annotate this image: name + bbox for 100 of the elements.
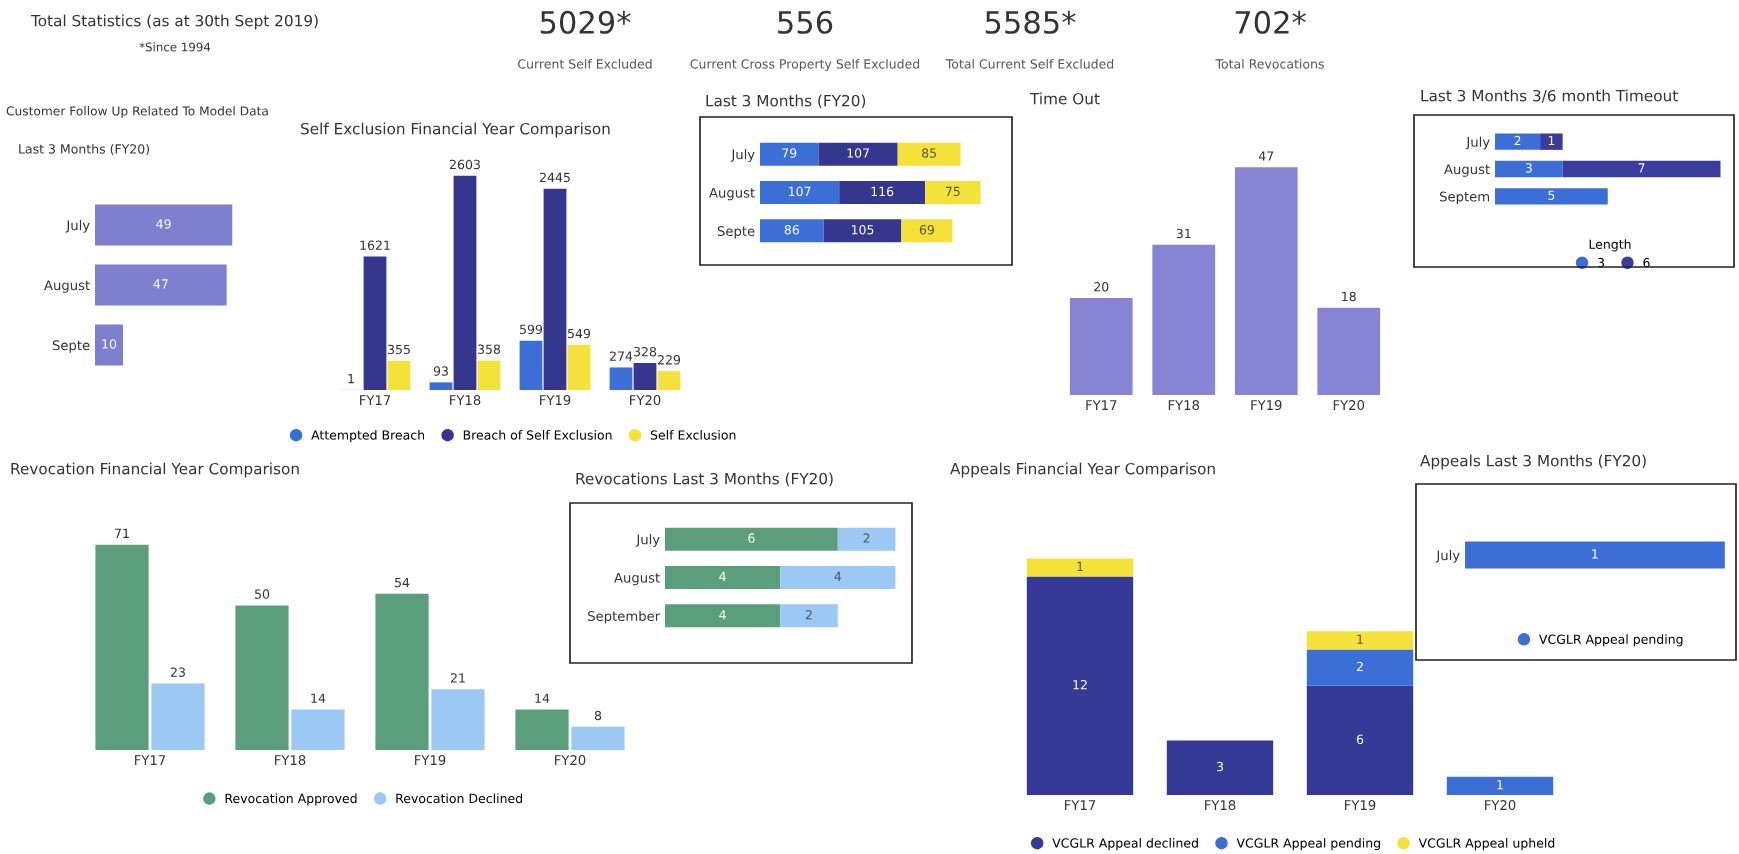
bar <box>657 371 681 390</box>
y-tick-label: September <box>588 610 661 624</box>
bar <box>151 683 205 750</box>
data-label: 3 <box>1525 163 1532 173</box>
data-label: 85 <box>922 148 936 158</box>
legend-label: 6 <box>1643 257 1650 268</box>
x-tick-label: FY19 <box>540 395 571 406</box>
legend-label: VCGLR Appeal pending <box>1539 634 1683 647</box>
data-label: 4 <box>719 610 726 620</box>
y-tick-label: August <box>614 572 660 586</box>
data-label: 2 <box>805 610 812 620</box>
x-tick-label: FY17 <box>1065 800 1096 810</box>
chart-title: Customer Follow Up Related To Model Data <box>6 106 268 118</box>
x-tick-label: FY17 <box>135 755 166 765</box>
category-label: Current Self Excluded <box>518 58 652 69</box>
chart-title: Appeals Last 3 Months (FY20) <box>1420 454 1646 470</box>
y-tick-label: July <box>65 219 90 233</box>
y-tick-label: July <box>730 149 755 162</box>
data-label: 7 <box>1638 163 1645 173</box>
x-tick-label: FY18 <box>1168 400 1200 411</box>
bar <box>1026 558 1134 577</box>
bar <box>1069 298 1133 395</box>
x-tick-label: FY18 <box>450 395 481 406</box>
bar <box>387 360 411 390</box>
data-label: 2 <box>863 533 870 543</box>
y-tick-label: August <box>1444 164 1490 177</box>
x-tick-label: FY18 <box>275 755 306 766</box>
bar <box>818 142 898 166</box>
data-label: 50 <box>255 589 270 599</box>
data-label: 2 <box>1514 135 1521 146</box>
data-label: 1 <box>1548 136 1555 146</box>
chart-title: Revocations Last 3 Months (FY20) <box>576 472 833 487</box>
legend-label: Attempted Breach <box>311 430 425 443</box>
data-label: 274 <box>609 351 633 361</box>
bar <box>901 219 953 243</box>
data-label: 6 <box>1356 734 1364 745</box>
data-label: 23 <box>170 667 185 677</box>
chart-title: Time Out <box>1029 92 1100 105</box>
data-label: 14 <box>535 693 550 703</box>
data-label: 358 <box>478 344 501 354</box>
data-label: 3 <box>1216 761 1223 772</box>
data-label: 5 <box>1548 190 1555 200</box>
chart-title: Last 3 Months 3/6 month Timeout <box>1421 89 1678 103</box>
bar <box>1317 307 1381 395</box>
chart-title: Last 3 Months (FY20) <box>706 94 866 109</box>
bar <box>1166 740 1274 795</box>
bar <box>431 689 485 750</box>
data-label: 31 <box>1176 228 1191 239</box>
x-tick-label: FY20 <box>1333 400 1365 411</box>
bar <box>823 219 902 243</box>
bar <box>1306 649 1414 686</box>
x-tick-label: FY19 <box>1251 400 1282 411</box>
bar <box>95 544 149 750</box>
bar <box>760 181 840 204</box>
bar <box>1495 160 1563 178</box>
bar <box>897 142 961 166</box>
x-tick-label: FY19 <box>1345 800 1376 811</box>
data-label: 328 <box>634 346 657 357</box>
bar <box>363 256 387 390</box>
bar <box>609 367 633 390</box>
data-label: 4 <box>834 571 842 581</box>
bar <box>760 142 819 166</box>
x-tick-label: FY20 <box>630 395 661 406</box>
data-label: 355 <box>388 344 410 355</box>
legend-label: Self Exclusion <box>650 430 736 440</box>
bar <box>291 709 345 750</box>
legend-label: VCGLR Appeal upheld <box>1418 838 1555 851</box>
category-label: Total Current Self Excluded <box>945 58 1114 69</box>
bar <box>1152 244 1216 395</box>
data-label: 47 <box>153 279 168 289</box>
data-label: 2445 <box>540 172 570 183</box>
text: 5585* <box>985 10 1076 34</box>
data-label: 1621 <box>360 240 390 250</box>
data-label: 2603 <box>450 159 480 170</box>
x-tick-label: FY18 <box>1205 800 1236 811</box>
legend-title: Length <box>1589 239 1631 252</box>
data-label: 4 <box>719 571 726 581</box>
chart-title: Revocation Financial Year Comparison <box>11 462 299 478</box>
bar <box>1306 685 1414 795</box>
bar <box>543 188 567 390</box>
data-label: 2 <box>1356 661 1363 672</box>
data-label: 1 <box>348 374 354 384</box>
legend-label: VCGLR Appeal declined <box>1052 838 1198 851</box>
category-label: Total Revocations <box>1215 58 1324 69</box>
data-label: 107 <box>789 186 811 197</box>
legend-label: Breach of Self Exclusion <box>463 430 612 440</box>
data-label: 47 <box>1258 151 1274 161</box>
legend-label: VCGLR Appeal pending <box>1236 838 1380 851</box>
bar <box>571 726 625 750</box>
data-label: 1 <box>1077 561 1083 571</box>
bar <box>925 181 981 204</box>
data-label: 75 <box>945 186 960 197</box>
y-tick-label: July <box>1465 136 1490 150</box>
bar <box>760 219 824 243</box>
bar <box>375 593 429 750</box>
text: Total Statistics (as at 30th Sept 2019) <box>30 14 318 30</box>
bar <box>519 340 543 390</box>
data-label: 1 <box>1357 634 1363 644</box>
bar <box>1495 188 1608 205</box>
data-label: 86 <box>784 225 799 235</box>
